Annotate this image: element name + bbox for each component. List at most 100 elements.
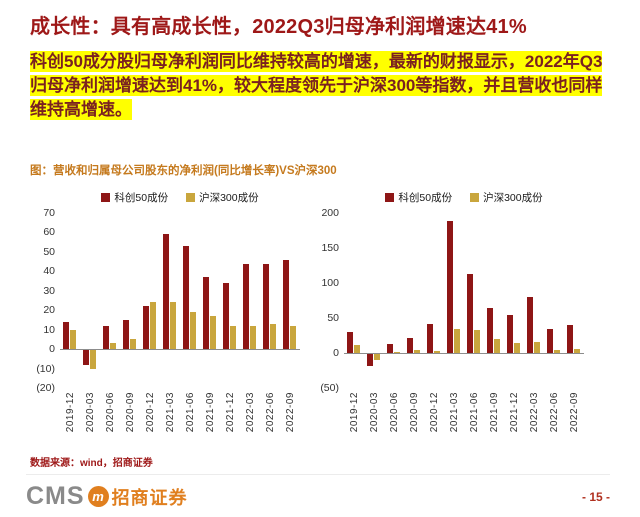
bar-kc50 [203, 277, 209, 350]
bar-kc50 [263, 263, 269, 350]
bar-kc50 [143, 306, 149, 350]
legend-swatch [186, 193, 196, 202]
x-tick-label: 2021-03 [164, 392, 176, 433]
slide: 成长性：具有高成长性，2022Q3归母净利润增速达41% 科创50成分股归母净利… [30, 16, 614, 469]
legend-swatch [385, 193, 395, 202]
chart-legend: 科创50成份 沪深300成份 [60, 190, 300, 205]
bar-hs300 [70, 329, 76, 350]
y-axis: 70 60 50 40 30 20 10 0 (10) (20) [30, 207, 60, 394]
bar-kc50 [83, 349, 89, 365]
bar-kc50 [283, 259, 289, 350]
legend-swatch [470, 193, 480, 202]
bar-kc50 [63, 321, 69, 350]
x-tick-label: 2021-09 [488, 392, 500, 433]
y-tick-label: 100 [321, 277, 339, 289]
bar-kc50 [223, 283, 229, 350]
x-axis-labels: 2019-12 2020-03 2020-06 2020-09 2020-12 2021-… [344, 392, 584, 450]
page-title: 成长性：具有高成长性，2022Q3归母净利润增速达41% [30, 16, 527, 38]
y-tick-label: 0 [333, 347, 339, 359]
y-tick-label: (50) [320, 382, 339, 394]
x-tick-label: 2020-03 [84, 392, 96, 433]
bar-kc50 [487, 307, 493, 353]
bar-hs300 [374, 353, 380, 360]
y-tick-label: 60 [43, 226, 55, 239]
bar-kc50 [243, 263, 249, 350]
zero-axis-line [60, 349, 300, 351]
bar-hs300 [210, 316, 216, 350]
x-tick-label: 2021-03 [448, 392, 460, 433]
bar-hs300 [90, 349, 96, 369]
bar-hs300 [494, 339, 500, 353]
x-tick-label: 2022-09 [284, 392, 296, 433]
highlighted-text: 科创50成分股归母净利润同比维持较高的增速，最新的财报显示，2022年Q3归母净… [30, 51, 603, 120]
bar-hs300 [250, 325, 256, 350]
data-source-note: 数据来源：wind，招商证券 [30, 458, 153, 469]
figure-title: 图：营收和归属母公司股东的净利润(同比增长率)VS沪深300 [30, 165, 337, 177]
bar-hs300 [574, 348, 580, 353]
plot-area [344, 213, 584, 388]
bar-kc50 [367, 353, 373, 366]
x-tick-label: 2021-12 [224, 392, 236, 433]
legend-label: 沪深300成份 [199, 192, 259, 204]
bar-kc50 [527, 297, 533, 353]
bar-chart-net-profit-right: 科创50成份 沪深300成份 200 150 100 50 0 (50) 2019-12 20… [314, 186, 584, 450]
bar-hs300 [150, 302, 156, 350]
legend-swatch [101, 193, 111, 202]
x-tick-label: 2020-12 [428, 392, 440, 433]
bar-hs300 [190, 312, 196, 350]
bar-hs300 [170, 302, 176, 350]
y-tick-label: 150 [321, 242, 339, 254]
bar-hs300 [414, 349, 420, 353]
x-tick-label: 2020-06 [388, 392, 400, 433]
bar-hs300 [110, 343, 116, 350]
y-tick-label: 0 [49, 343, 55, 356]
x-tick-label: 2020-03 [368, 392, 380, 433]
bar-chart-net-profit-left: 科创50成份 沪深300成份 70 60 50 40 30 20 10 0 (10) (20) 20… [30, 186, 300, 450]
x-tick-label: 2022-09 [568, 392, 580, 433]
bar-kc50 [407, 337, 413, 353]
x-tick-label: 2022-03 [244, 392, 256, 433]
page-number: - 15 - [581, 489, 610, 504]
x-tick-label: 2022-03 [528, 392, 540, 433]
bar-kc50 [507, 314, 513, 353]
bar-hs300 [130, 339, 136, 350]
y-tick-label: (10) [36, 362, 55, 375]
plot-row: 200 150 100 50 0 (50) [314, 207, 584, 394]
bar-kc50 [467, 273, 473, 353]
x-tick-label: 2021-09 [204, 392, 216, 433]
legend-label: 科创50成份 [114, 192, 169, 204]
legend-item: 科创50成份 [101, 190, 168, 205]
bar-hs300 [454, 328, 460, 353]
bar-kc50 [123, 319, 129, 350]
cms-logo-text: CMS [26, 482, 85, 510]
bar-hs300 [474, 329, 480, 353]
bar-kc50 [163, 234, 169, 350]
bar-hs300 [270, 323, 276, 350]
y-tick-label: 50 [43, 245, 55, 258]
cms-logo-icon: m [87, 486, 109, 507]
cms-logo: CMS m 招商证券 [26, 482, 188, 511]
plot-row: 70 60 50 40 30 20 10 0 (10) (20) [30, 207, 300, 394]
body-text: 科创50成分股归母净利润同比维持较高的增速，最新的财报显示，2022年Q3归母净… [30, 50, 606, 122]
x-tick-label: 2020-12 [144, 392, 156, 433]
bar-hs300 [514, 342, 520, 353]
legend-item: 科创50成份 [385, 190, 452, 205]
bar-kc50 [567, 325, 573, 353]
bar-kc50 [447, 221, 453, 353]
legend-item: 沪深300成份 [186, 190, 259, 205]
x-tick-label: 2020-09 [408, 392, 420, 433]
y-tick-label: 70 [43, 207, 55, 219]
x-tick-label: 2022-06 [264, 392, 276, 433]
x-tick-label: 2021-12 [508, 392, 520, 433]
plot-area [60, 213, 300, 388]
y-tick-label: 20 [43, 304, 55, 317]
bar-kc50 [103, 325, 109, 350]
bar-kc50 [387, 343, 393, 353]
bar-hs300 [394, 351, 400, 353]
y-tick-label: (20) [36, 382, 55, 394]
bar-hs300 [290, 325, 296, 350]
charts-row: 科创50成份 沪深300成份 70 60 50 40 30 20 10 0 (10) (20) 20… [30, 186, 614, 450]
x-tick-label: 2021-06 [184, 392, 196, 433]
legend-item: 沪深300成份 [470, 190, 543, 205]
bar-kc50 [547, 328, 553, 353]
